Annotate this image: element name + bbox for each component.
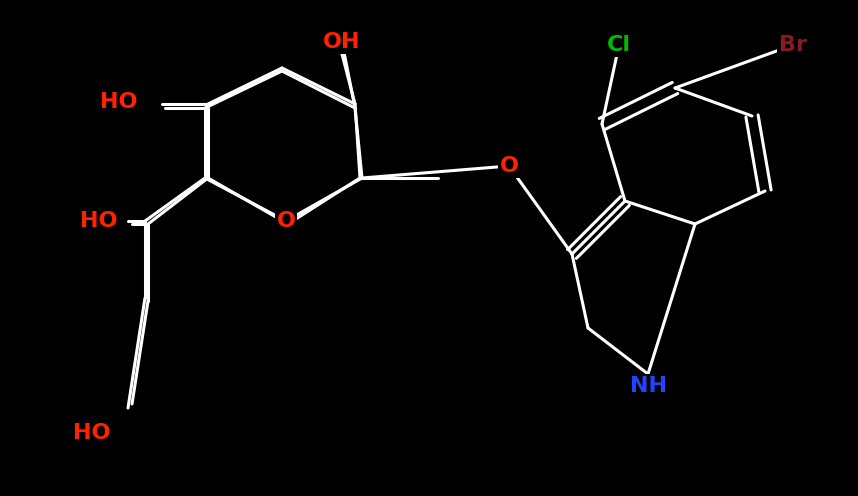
Text: O: O [276, 211, 295, 231]
Text: NH: NH [630, 376, 667, 396]
Text: Cl: Cl [607, 35, 631, 55]
Text: O: O [499, 156, 518, 176]
Text: OH: OH [323, 32, 360, 52]
Text: Br: Br [779, 35, 807, 55]
Text: HO: HO [100, 92, 138, 112]
Text: HO: HO [81, 211, 118, 231]
Text: HO: HO [72, 423, 110, 443]
